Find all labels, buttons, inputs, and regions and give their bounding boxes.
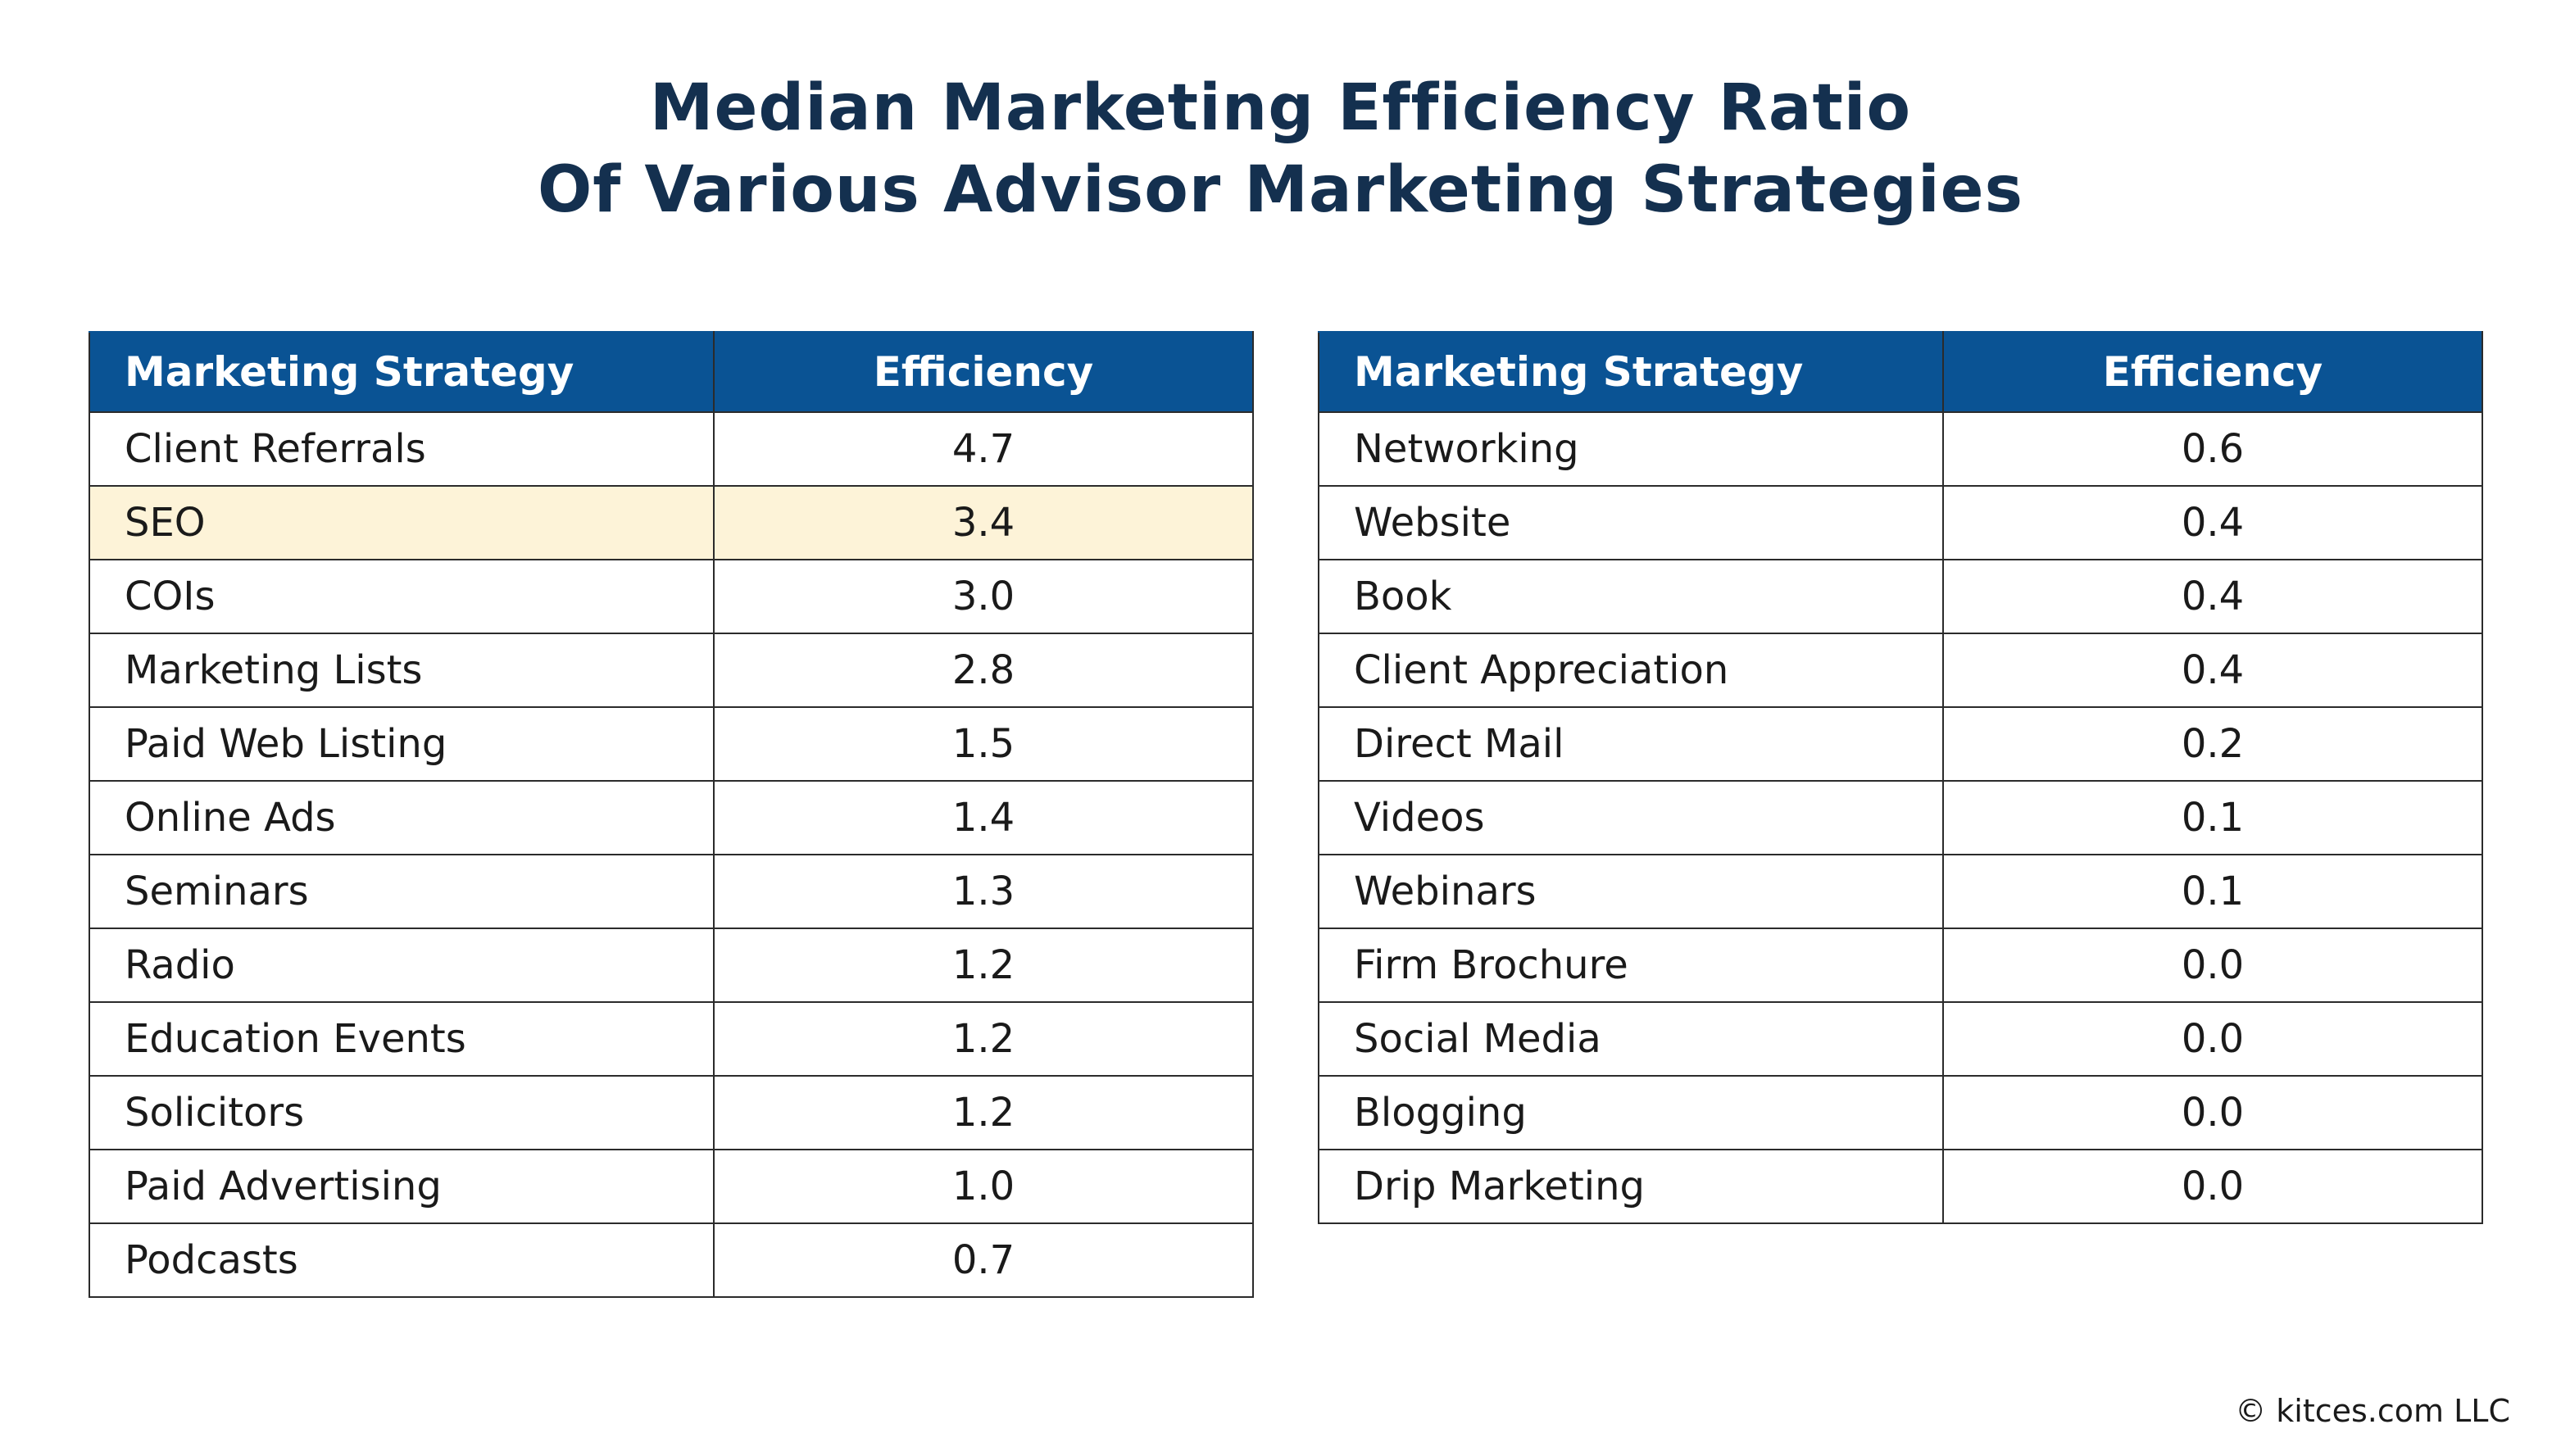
efficiency-cell: 0.1 [1942,854,2483,929]
strategy-cell: Drip Marketing [1318,1149,1944,1224]
table-row: Social Media 0.0 [1318,1001,2483,1077]
efficiency-cell: 0.6 [1942,411,2483,487]
efficiency-cell: 0.0 [1942,928,2483,1003]
table-row: Education Events 1.2 [89,1001,1254,1077]
table-row: Online Ads 1.4 [89,780,1254,855]
strategy-cell: Podcasts [89,1222,715,1298]
efficiency-cell: 1.2 [713,1001,1254,1077]
column-header-strategy: Marketing Strategy [1318,331,1944,413]
strategy-cell: Client Referrals [89,411,715,487]
strategy-cell: Webinars [1318,854,1944,929]
table-row: Client Referrals 4.7 [89,411,1254,487]
strategy-cell: Marketing Lists [89,633,715,708]
strategy-cell: Solicitors [89,1075,715,1150]
column-header-strategy: Marketing Strategy [89,331,715,413]
strategy-cell: Book [1318,559,1944,634]
table-row: Paid Web Listing 1.5 [89,706,1254,782]
strategy-cell: Firm Brochure [1318,928,1944,1003]
strategy-cell: Online Ads [89,780,715,855]
efficiency-cell: 1.2 [713,1075,1254,1150]
column-header-efficiency: Efficiency [713,331,1254,413]
strategy-cell: Client Appreciation [1318,633,1944,708]
chart-title-line-2: Of Various Advisor Marketing Strategies [537,153,2024,227]
column-header-efficiency: Efficiency [1942,331,2483,413]
efficiency-cell: 2.8 [713,633,1254,708]
table-body-left: Client Referrals 4.7 SEO 3.4 COIs 3.0 Marketin… [89,411,1254,1298]
table-body-right: Networking 0.6 Website 0.4 Book 0.4 Client App… [1318,411,2483,1224]
table-row: Client Appreciation 0.4 [1318,633,2483,708]
strategy-cell: Radio [89,928,715,1003]
efficiency-cell: 0.4 [1942,485,2483,560]
efficiency-cell: 0.2 [1942,706,2483,782]
table-row: Book 0.4 [1318,559,2483,634]
chart-title-line-1: Median Marketing Efficiency Ratio [649,71,1912,145]
efficiency-cell: 0.7 [713,1222,1254,1298]
table-row: Networking 0.6 [1318,411,2483,487]
copyright-notice: © kitces.com LLC [2235,1393,2510,1429]
strategy-cell: Seminars [89,854,715,929]
chart-title: Median Marketing Efficiency Ratio Of Var… [0,67,2561,231]
strategy-table-left: Marketing Strategy Efficiency Client Ref… [89,331,1254,1298]
strategy-cell: Paid Web Listing [89,706,715,782]
strategy-cell: Networking [1318,411,1944,487]
strategy-cell: Social Media [1318,1001,1944,1077]
strategy-cell: Direct Mail [1318,706,1944,782]
efficiency-cell: 1.0 [713,1149,1254,1224]
efficiency-cell: 3.0 [713,559,1254,634]
table-header-row: Marketing Strategy Efficiency [89,331,1254,413]
table-row: Direct Mail 0.2 [1318,706,2483,782]
table-row: Webinars 0.1 [1318,854,2483,929]
table-row: Radio 1.2 [89,928,1254,1003]
efficiency-cell: 0.4 [1942,559,2483,634]
strategy-cell: Videos [1318,780,1944,855]
table-row: Firm Brochure 0.0 [1318,928,2483,1003]
strategy-cell: Website [1318,485,1944,560]
strategy-cell: COIs [89,559,715,634]
strategy-cell: Education Events [89,1001,715,1077]
table-row: Videos 0.1 [1318,780,2483,855]
efficiency-cell: 0.0 [1942,1075,2483,1150]
table-row: Drip Marketing 0.0 [1318,1149,2483,1224]
table-row: Solicitors 1.2 [89,1075,1254,1150]
efficiency-cell: 1.2 [713,928,1254,1003]
efficiency-cell: 0.0 [1942,1149,2483,1224]
strategy-cell: SEO [89,485,715,560]
table-row: Website 0.4 [1318,485,2483,560]
table-row: Paid Advertising 1.0 [89,1149,1254,1224]
table-row: COIs 3.0 [89,559,1254,634]
efficiency-cell: 0.4 [1942,633,2483,708]
table-row: SEO 3.4 [89,485,1254,560]
table-row: Blogging 0.0 [1318,1075,2483,1150]
strategy-cell: Paid Advertising [89,1149,715,1224]
strategy-cell: Blogging [1318,1075,1944,1150]
table-row: Podcasts 0.7 [89,1222,1254,1298]
efficiency-cell: 0.1 [1942,780,2483,855]
efficiency-cell: 1.5 [713,706,1254,782]
strategy-table-right: Marketing Strategy Efficiency Networking… [1318,331,2483,1224]
efficiency-cell: 3.4 [713,485,1254,560]
table-header-row: Marketing Strategy Efficiency [1318,331,2483,413]
efficiency-cell: 4.7 [713,411,1254,487]
efficiency-cell: 0.0 [1942,1001,2483,1077]
table-row: Seminars 1.3 [89,854,1254,929]
efficiency-cell: 1.3 [713,854,1254,929]
table-row: Marketing Lists 2.8 [89,633,1254,708]
efficiency-cell: 1.4 [713,780,1254,855]
